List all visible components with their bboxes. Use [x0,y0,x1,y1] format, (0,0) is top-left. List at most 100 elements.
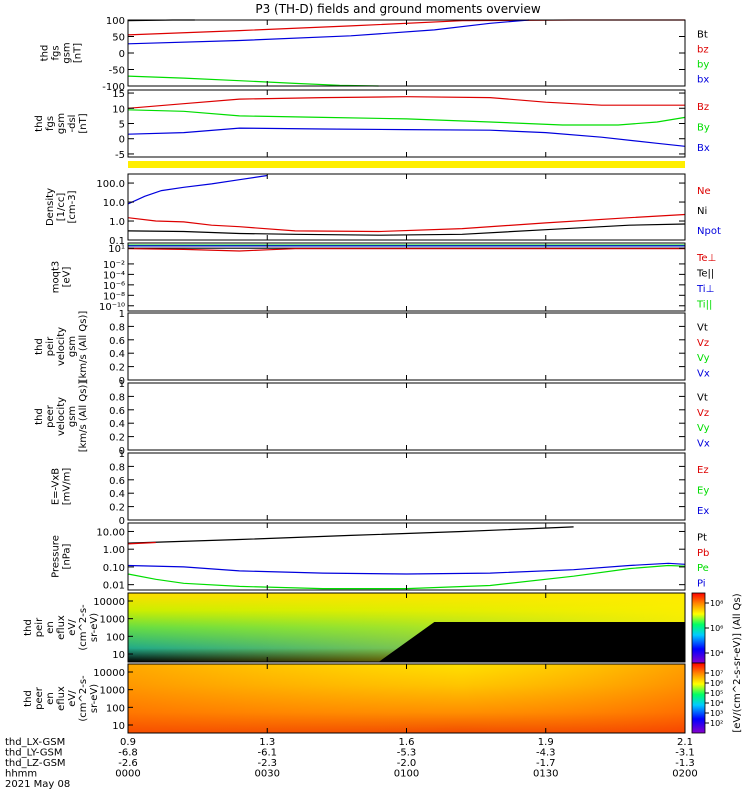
mode-bar [128,161,685,168]
xaxis-value: 1.3 [259,737,275,748]
series-Te⊥ [127,248,685,252]
ylabel-line: thd [34,408,45,425]
ytick-label: 10 [112,650,125,661]
ytick-label: 0.4 [109,349,125,360]
panel-frame [127,242,686,312]
xaxis-date: 2021 May 08 [5,779,70,790]
ylabel-line: gsm [56,113,67,134]
legend-Ez: Ez [697,465,709,476]
ylabel-line: [nPa] [62,543,73,569]
ylabel-line: en [45,692,56,705]
legend-Vt: Vt [697,323,708,334]
ylabel-line: peir [45,336,56,356]
ylabel-line: [mV/m] [62,468,73,506]
ylabel-line: peer [34,686,45,710]
xaxis-row-label: thd_LY-GSM [5,748,62,759]
ylabel-line: gsm [67,336,78,357]
ytick-label: 0.4 [109,489,125,500]
ytick-label: 0.6 [109,476,125,487]
ylabel-line: sr-eV) [89,613,100,642]
colorbar-tick-label: 10⁴ [710,649,723,658]
legend-By: By [697,123,710,134]
ytick-label: 0.8 [109,392,125,403]
ytick-label: 0 [119,376,125,387]
ylabel-line: fgs [45,116,56,131]
ylabel-line: -dsl [67,115,78,133]
ytick-label: 10⁻² [103,260,125,271]
ytick-label: 10⁻⁸ [103,291,125,302]
colorbar-tick-label: 10⁵ [710,689,723,698]
panel-frame [127,19,686,87]
ylabel-line: en [45,621,56,634]
ylabel-line: E=-VxB [51,468,62,505]
xaxis-value: -1.3 [675,758,695,769]
legend-Ne: Ne [697,186,711,197]
series-Pi [127,562,686,575]
ytick-label: 1000 [100,686,125,697]
peir-colorbar [691,592,706,664]
ylabel-line: thd [23,619,34,636]
ytick-label: 0 [119,49,125,60]
ylabel-line: peir [34,617,45,637]
ytick-label: 10 [112,104,125,115]
legend-Ti⊥: Ti⊥ [696,284,714,295]
ylabel-line: gsm [67,406,78,427]
ytick-label: 10¹ [108,244,125,255]
ytick-label: -50 [109,66,125,77]
legend-Te||: Te|| [696,268,714,279]
xaxis-value: 1.9 [538,737,554,748]
legend-Pb: Pb [697,548,709,559]
ytick-label: 0.2 [109,503,125,514]
xaxis-value: -1.7 [536,758,556,769]
ytick-label: 0.1 [109,236,125,247]
ytick-label: 0.2 [109,433,125,444]
ytick-label: 10⁻¹⁰ [99,302,125,313]
ytick-label: 100 [106,703,125,714]
panel-frame [127,382,686,451]
series-by [127,75,379,87]
spectrogram-shade-peer-eflux [128,664,685,733]
legend-Npot: Npot [697,226,721,237]
series-bx [127,19,530,45]
ylabel-line: eflux [56,686,67,711]
ytick-label: 0.10 [103,563,125,574]
series-Pt [127,526,574,544]
ytick-label: 50 [112,33,125,44]
colorbar-tick-label: 10² [710,719,723,728]
panel-efield: 1 0.8 0.6 0.4 0.2 0 E=-VxB [mV/m] Ez Ey Ex [51,449,710,527]
legend-Pe: Pe [697,563,709,574]
panel-density: 100.0 10.0 1.0 0.1 Density [1/cc] [cm-3] Ne Ni Np… [45,173,721,247]
colorbar-tick-label: 10³ [710,709,723,718]
panel-peir-eflux: 10000 1000 100 10 thd peir en eflux eV/(cm^2-s-s… [23,592,686,663]
panel-peer-eflux: 10000 1000 100 10 thd peer en eflux eV/(cm^2-s-s… [23,663,686,734]
colorbar-tick-label: 10⁶ [710,624,723,633]
series-Pb [127,541,156,545]
xaxis-row-label: hhmm [5,769,37,780]
ytick-label: 0.6 [109,336,125,347]
colorbar-tick-label: 10⁴ [710,699,723,708]
panel-frame [127,89,686,158]
ylabel-line: sr-eV) [89,684,100,713]
ylabel-line: moqt3 [51,261,62,294]
legend-Ni: Ni [697,206,707,217]
colorbar-tick-label: 10⁶ [710,679,723,688]
ylabel-line: thd [40,45,51,62]
xaxis-value: 0.9 [120,737,136,748]
ylabel-line: eflux [56,615,67,640]
ytick-label: 1 [119,309,125,320]
ytick-label: 0.6 [109,406,125,417]
xaxis-value: -2.0 [397,758,417,769]
series-Bx [127,127,686,147]
ylabel-line: peer [45,404,56,428]
plot-title: P3 (TH-D) fields and ground moments over… [255,2,540,16]
panel-peir-velocity: 1 0.8 0.6 0.4 0.2 0 thd peir velocity gsm [km/s (A… [34,309,710,387]
xaxis-row-label: thd_LZ-GSM [5,758,66,769]
ylabel-line: (cm^2-s- [78,675,89,722]
legend-Ey: Ey [697,486,709,497]
ylabel-line: eV/ [67,690,78,707]
ytick-label: 0.4 [109,419,125,430]
panel-temperature: 10¹ 10⁻²10⁻⁴10⁻⁶10⁻⁸10⁻¹⁰ moqt3 [eV] Te⊥ Te||… [51,242,716,313]
legend-bz: bz [697,45,709,56]
ytick-label: 100 [106,16,125,27]
